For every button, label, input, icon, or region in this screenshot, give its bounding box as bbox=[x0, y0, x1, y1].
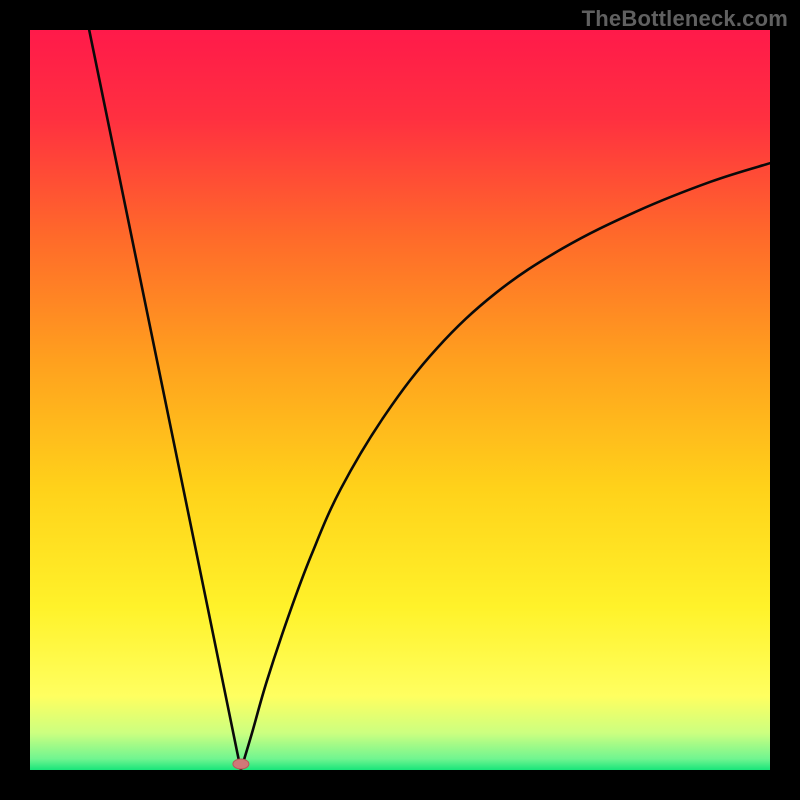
chart-background bbox=[30, 30, 770, 770]
watermark-text: TheBottleneck.com bbox=[582, 6, 788, 32]
minimum-marker bbox=[233, 759, 249, 769]
chart-svg bbox=[30, 30, 770, 770]
bottleneck-chart bbox=[30, 30, 770, 770]
